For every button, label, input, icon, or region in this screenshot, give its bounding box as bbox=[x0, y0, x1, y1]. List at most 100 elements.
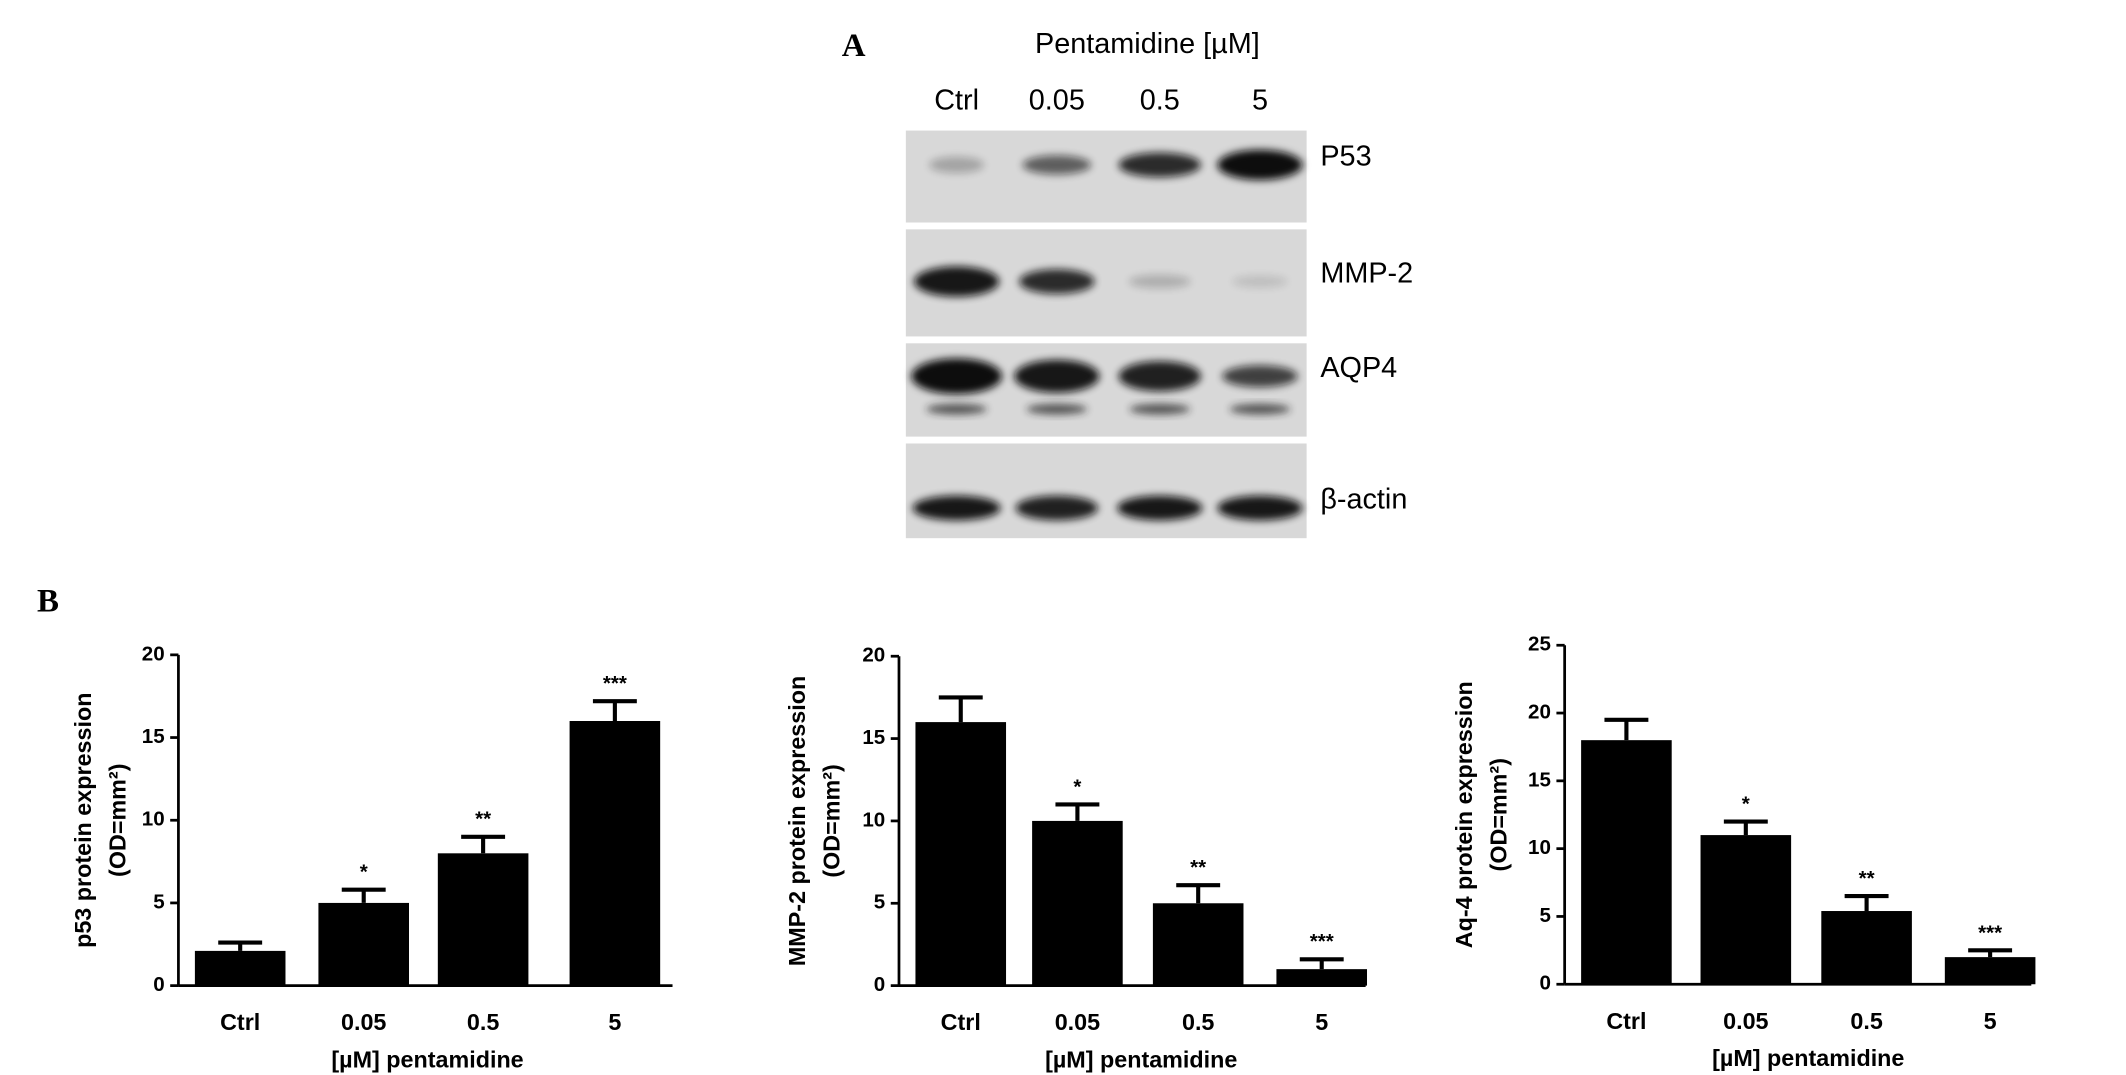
significance-label: *** bbox=[603, 672, 627, 695]
bar bbox=[1032, 820, 1123, 986]
blot-lane-label: 0.5 bbox=[1140, 84, 1180, 116]
significance-label: ** bbox=[1859, 867, 1875, 890]
error-bar bbox=[341, 887, 386, 903]
bar bbox=[437, 853, 529, 986]
x-tick-label: 0.5 bbox=[467, 1009, 499, 1035]
blot-row-label: P53 bbox=[1320, 141, 1371, 173]
x-tick-label: 5 bbox=[608, 1009, 621, 1035]
y-tick-label: 0 bbox=[153, 973, 164, 996]
y-tick-label: 5 bbox=[153, 890, 164, 913]
significance-label: *** bbox=[1310, 930, 1334, 953]
y-axis-label: (OD=mm²) bbox=[1485, 758, 1511, 871]
y-tick-label: 5 bbox=[1539, 904, 1550, 927]
blot-band bbox=[1019, 269, 1095, 294]
significance-label: * bbox=[1742, 792, 1750, 815]
bar bbox=[1944, 957, 2036, 985]
y-tick-label: 10 bbox=[1528, 836, 1551, 859]
x-axis-label: [µM] pentamidine bbox=[331, 1046, 523, 1072]
blot-band bbox=[1128, 274, 1191, 289]
blot-band bbox=[1222, 365, 1298, 388]
blot-band bbox=[1014, 359, 1100, 393]
y-tick-label: 0 bbox=[874, 973, 885, 996]
y-tick-label: 5 bbox=[874, 891, 885, 914]
blot-band bbox=[1117, 495, 1203, 521]
x-tick-label: Ctrl bbox=[220, 1009, 260, 1035]
y-tick-label: 20 bbox=[142, 642, 165, 665]
y-tick-label: 20 bbox=[862, 644, 885, 667]
error-bar bbox=[592, 699, 637, 722]
blot-lane-label: 0.05 bbox=[1029, 84, 1085, 116]
panel-label: A bbox=[842, 28, 866, 64]
error-bar bbox=[1055, 802, 1100, 821]
bar bbox=[1700, 835, 1792, 985]
western-blot: P53 MMP-2 AQP4 β-actin Ctrl 0.05 0.5 5 bbox=[905, 84, 1413, 539]
y-axis-label: Aq-4 protein expression bbox=[1451, 681, 1477, 948]
x-tick-label: 0.05 bbox=[341, 1009, 386, 1035]
bar bbox=[194, 950, 286, 986]
y-tick-label: 25 bbox=[1528, 633, 1551, 656]
y-tick-label: 20 bbox=[1528, 700, 1551, 723]
blot-band bbox=[1129, 403, 1190, 415]
y-axis-label: MMP-2 protein expression bbox=[784, 676, 810, 966]
blot-band bbox=[1118, 152, 1201, 178]
y-tick-label: 10 bbox=[862, 808, 885, 831]
blot-row-label: MMP-2 bbox=[1320, 257, 1413, 289]
blot-lane-label: 5 bbox=[1252, 84, 1268, 116]
x-axis-label: [µM] pentamidine bbox=[1045, 1046, 1237, 1072]
x-tick-label: 0.5 bbox=[1850, 1008, 1882, 1034]
blot-band bbox=[1026, 403, 1088, 415]
y-tick-label: 10 bbox=[142, 808, 165, 831]
y-axis-label: (OD=mm²) bbox=[818, 764, 844, 877]
error-bar bbox=[218, 940, 263, 951]
error-bar bbox=[1176, 883, 1221, 904]
blot-band bbox=[1022, 155, 1092, 175]
x-tick-label: 0.05 bbox=[1055, 1009, 1100, 1035]
blot-lane-label: Ctrl bbox=[934, 84, 979, 116]
blot-band bbox=[926, 403, 987, 415]
blot-row-label: β-actin bbox=[1320, 484, 1407, 516]
x-tick-label: Ctrl bbox=[1606, 1008, 1646, 1034]
blot-band bbox=[912, 495, 1001, 521]
bar bbox=[1821, 911, 1912, 985]
error-bar bbox=[1844, 894, 1889, 912]
blot-band bbox=[1015, 495, 1098, 521]
bar bbox=[1581, 740, 1672, 985]
y-tick-label: 0 bbox=[1539, 972, 1550, 995]
bar bbox=[318, 902, 410, 986]
x-tick-label: 0.05 bbox=[1723, 1008, 1768, 1034]
blot-band bbox=[929, 156, 985, 174]
error-bar bbox=[1968, 948, 2013, 958]
x-axis-label: [µM] pentamidine bbox=[1712, 1045, 1904, 1071]
significance-label: *** bbox=[1978, 921, 2002, 944]
y-tick-label: 15 bbox=[1528, 768, 1551, 791]
blot-band bbox=[911, 358, 1002, 395]
bar bbox=[915, 722, 1007, 986]
blot-band bbox=[914, 266, 1000, 297]
bar bbox=[569, 721, 661, 986]
significance-label: ** bbox=[475, 808, 491, 831]
blot-strip bbox=[905, 443, 1307, 539]
y-axis-label: p53 protein expression bbox=[70, 693, 96, 948]
significance-label: * bbox=[360, 861, 368, 884]
error-bar bbox=[1299, 957, 1344, 970]
blot-title: Pentamidine [µM] bbox=[1035, 28, 1260, 60]
significance-label: * bbox=[1073, 775, 1081, 798]
significance-label: ** bbox=[1190, 856, 1206, 879]
error-bar bbox=[1723, 819, 1768, 836]
blot-row-label: AQP4 bbox=[1320, 352, 1397, 384]
error-bar bbox=[938, 695, 983, 723]
x-tick-label: 5 bbox=[1315, 1009, 1328, 1035]
x-tick-label: Ctrl bbox=[941, 1009, 981, 1035]
y-axis-label: (OD=mm²) bbox=[105, 764, 131, 877]
x-tick-label: 5 bbox=[1984, 1008, 1997, 1034]
bar bbox=[1276, 969, 1368, 986]
blot-band bbox=[1232, 275, 1288, 288]
error-bar bbox=[461, 834, 506, 854]
blot-band bbox=[1217, 149, 1303, 180]
error-bar bbox=[1604, 717, 1649, 741]
y-tick-label: 15 bbox=[862, 726, 885, 749]
x-tick-label: 0.5 bbox=[1182, 1009, 1214, 1035]
blot-band bbox=[1118, 361, 1201, 392]
bar bbox=[1152, 903, 1244, 986]
